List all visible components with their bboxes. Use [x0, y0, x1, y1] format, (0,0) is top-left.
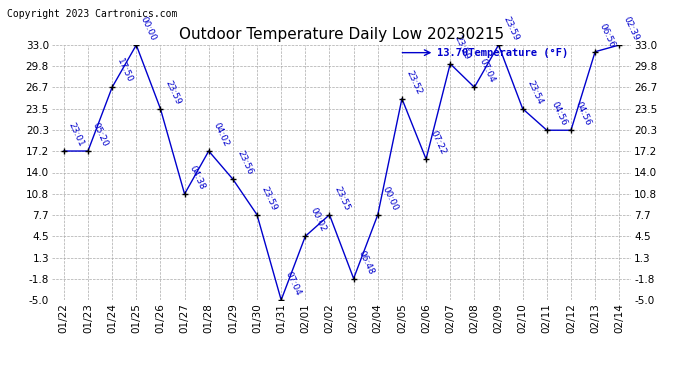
Text: 04:56: 04:56	[574, 100, 593, 128]
Text: 13.70Temperature (°F): 13.70Temperature (°F)	[437, 48, 569, 58]
Text: 04:38: 04:38	[188, 164, 206, 191]
Text: 23:54: 23:54	[526, 79, 544, 106]
Text: 07:22: 07:22	[429, 129, 448, 156]
Text: 05:20: 05:20	[91, 121, 110, 148]
Text: 07:04: 07:04	[284, 270, 303, 297]
Text: 23:59: 23:59	[453, 34, 472, 61]
Text: 06:56: 06:56	[598, 22, 617, 49]
Text: Copyright 2023 Cartronics.com: Copyright 2023 Cartronics.com	[7, 9, 177, 20]
Text: 23:55: 23:55	[333, 185, 351, 212]
Text: 23:52: 23:52	[405, 69, 424, 96]
Text: 17:50: 17:50	[115, 57, 134, 84]
Text: 04:56: 04:56	[550, 100, 569, 128]
Text: 06:48: 06:48	[357, 249, 375, 276]
Text: 00:00: 00:00	[381, 185, 400, 212]
Text: 23:59: 23:59	[502, 15, 520, 42]
Text: 02:39: 02:39	[622, 15, 641, 42]
Text: 07:04: 07:04	[477, 57, 496, 84]
Text: 00:02: 00:02	[308, 206, 327, 234]
Text: 00:00: 00:00	[139, 15, 158, 42]
Text: 23:56: 23:56	[236, 149, 255, 176]
Text: 23:01: 23:01	[67, 121, 86, 148]
Title: Outdoor Temperature Daily Low 20230215: Outdoor Temperature Daily Low 20230215	[179, 27, 504, 42]
Text: 23:59: 23:59	[260, 185, 279, 212]
Text: 04:02: 04:02	[212, 121, 230, 148]
Text: 23:59: 23:59	[164, 79, 182, 106]
